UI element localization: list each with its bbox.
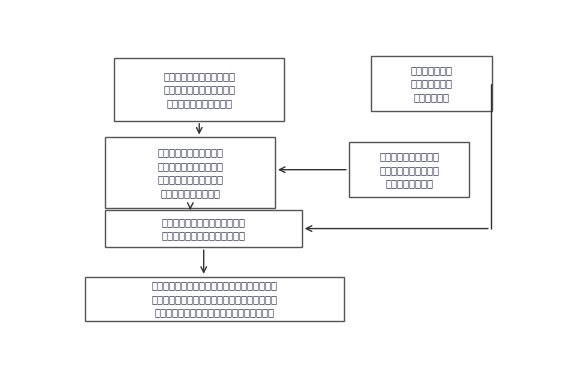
- Bar: [115, 58, 284, 121]
- Text: 对样本数据依次进行单个点
云对象截取、最远点采样和
归一化操作得到训练样本: 对样本数据依次进行单个点 云对象截取、最远点采样和 归一化操作得到训练样本: [163, 70, 235, 108]
- Bar: [348, 142, 469, 197]
- Bar: [105, 137, 275, 208]
- Text: 得到预训练模型，对分割对象进
行分类预测，得到初步分类结果: 得到预训练模型，对分割对象进 行分类预测，得到初步分类结果: [162, 217, 246, 240]
- Bar: [371, 56, 492, 111]
- Text: 通过最小割算法对初步分类结果进行粘连对象分
割处理得到分割结果，并用预训练模型对分割结
果进行精化分类，得到道路场景点云分类结果: 通过最小割算法对初步分类结果进行粘连对象分 割处理得到分割结果，并用预训练模型对…: [152, 280, 278, 317]
- Text: 通过数据增强算法对训练
样本进行数据增强处理，
将进行了数据增强处理的
训练样本用于模型训练: 通过数据增强算法对训练 样本进行数据增强处理， 将进行了数据增强处理的 训练样本…: [157, 147, 223, 198]
- Text: 对预训练模型的初始学
习率、批大小和学习率
衰减参数进行调整: 对预训练模型的初始学 习率、批大小和学习率 衰减参数进行调整: [379, 151, 439, 188]
- Text: 对道路采集数据
进行预处理步骤
得到分割对象: 对道路采集数据 进行预处理步骤 得到分割对象: [410, 65, 452, 102]
- Bar: [85, 277, 344, 321]
- Bar: [105, 210, 302, 247]
